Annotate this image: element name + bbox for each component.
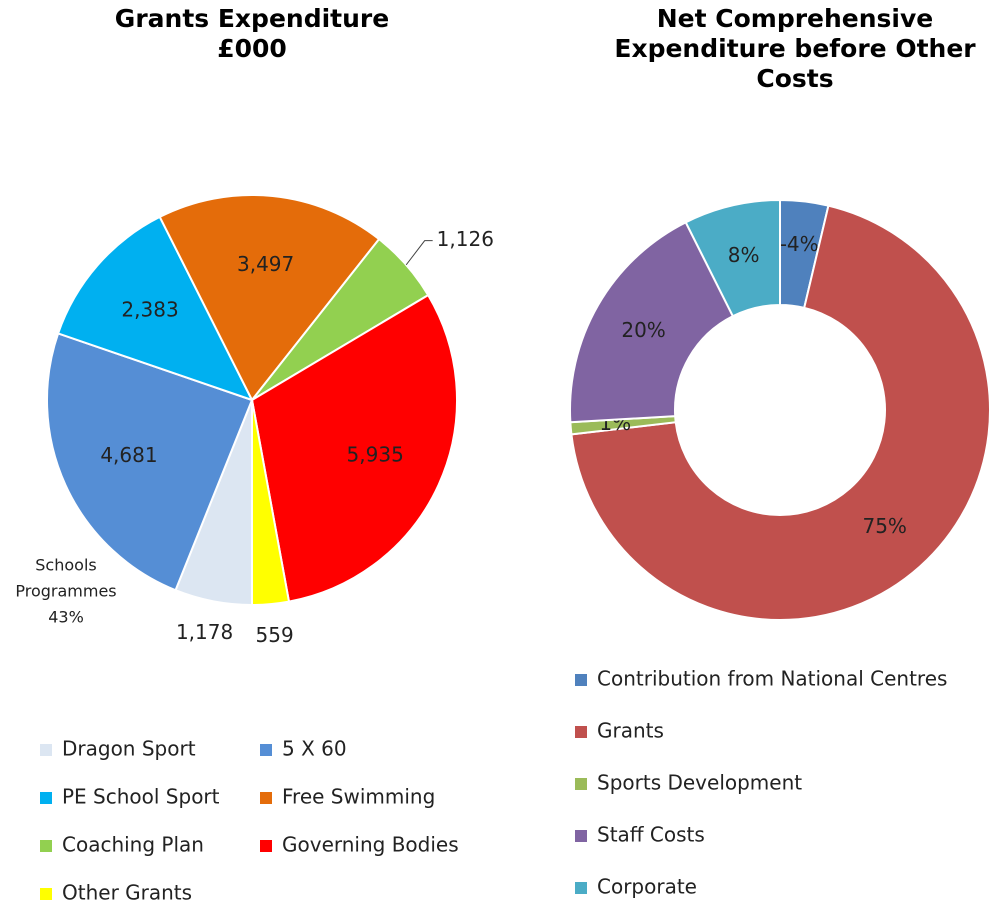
slice (569, 220, 735, 424)
slice (158, 194, 381, 402)
legend-swatch (40, 888, 52, 900)
annotation: Schools (35, 556, 96, 575)
legend-label: Dragon Sport (62, 737, 196, 761)
data-label: 8% (728, 243, 760, 267)
slice (570, 204, 991, 621)
legend-label: Grants (597, 719, 664, 743)
slice (684, 198, 781, 318)
legend-label: Corporate (597, 875, 697, 899)
chart-title: Net Comprehensive (657, 4, 934, 33)
legend-swatch (40, 792, 52, 804)
chart-title: £000 (217, 34, 287, 63)
annotation: Programmes (15, 582, 116, 601)
legend-swatch (575, 674, 587, 686)
legend-label: Governing Bodies (282, 833, 459, 857)
data-label: 75% (862, 514, 906, 538)
data-label: 1,178 (176, 620, 233, 644)
chart-title: Costs (756, 64, 833, 93)
leader-line (405, 240, 433, 266)
legend-swatch (575, 882, 587, 894)
slice (251, 399, 291, 607)
annotation: 43% (48, 608, 84, 627)
legend-swatch (575, 830, 587, 842)
legend-label: Sports Development (597, 771, 802, 795)
data-label: 20% (621, 318, 665, 342)
legend-label: Coaching Plan (62, 833, 204, 857)
data-label: 5,935 (347, 442, 404, 466)
legend-swatch (260, 744, 272, 756)
data-label: 1,126 (437, 227, 494, 251)
data-label: 4,681 (100, 443, 157, 467)
legend-swatch (575, 778, 587, 790)
legend-label: Staff Costs (597, 823, 705, 847)
slice (250, 293, 458, 603)
legend-label: PE School Sport (62, 785, 220, 809)
legend-swatch (260, 792, 272, 804)
data-label: 3,497 (237, 252, 294, 276)
legend-label: Free Swimming (282, 785, 435, 809)
legend-label: 5 X 60 (282, 737, 347, 761)
chart-title: Expenditure before Other (614, 34, 976, 63)
legend-label: Contribution from National Centres (597, 667, 947, 691)
chart-title: Grants Expenditure (115, 4, 389, 33)
data-label: 559 (256, 623, 294, 647)
slice (46, 332, 254, 592)
slice (56, 215, 254, 402)
legend-swatch (40, 840, 52, 852)
legend-swatch (260, 840, 272, 852)
data-label: -4% (780, 232, 819, 256)
data-label: 2,383 (121, 298, 178, 322)
legend-swatch (575, 726, 587, 738)
legend-swatch (40, 744, 52, 756)
legend-label: Other Grants (62, 881, 192, 905)
